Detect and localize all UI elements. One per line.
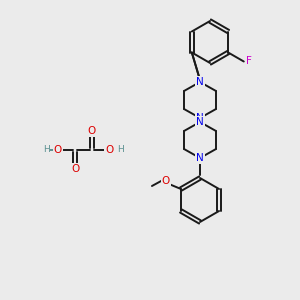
- Text: N: N: [196, 113, 204, 123]
- Text: H: H: [43, 146, 50, 154]
- Text: O: O: [162, 176, 170, 186]
- Text: N: N: [196, 77, 204, 87]
- Text: O: O: [54, 145, 62, 155]
- Text: O: O: [88, 126, 96, 136]
- Text: O: O: [71, 164, 79, 174]
- Text: F: F: [246, 56, 252, 67]
- Text: O: O: [105, 145, 113, 155]
- Text: N: N: [196, 153, 204, 163]
- Text: H: H: [118, 146, 124, 154]
- Text: N: N: [196, 117, 204, 127]
